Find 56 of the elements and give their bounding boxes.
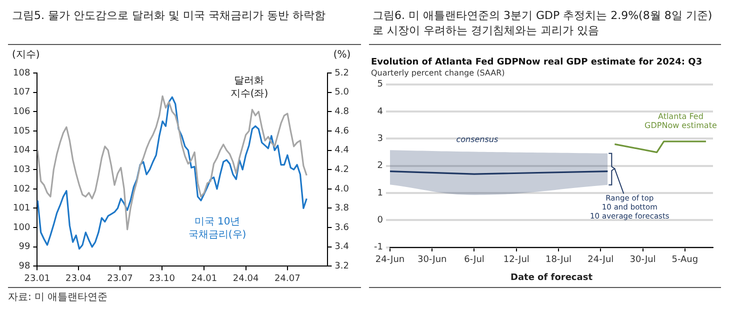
y-tick-label: 105	[12, 126, 30, 136]
y-tick-label: 1	[376, 188, 382, 198]
y-tick-label: -1	[373, 242, 382, 253]
y2-axis-title: (%)	[333, 50, 351, 61]
x-tick-label: 24.07	[274, 274, 300, 284]
y2-tick-label: 5.0	[334, 88, 350, 98]
y2-tick-label: 5.2	[334, 68, 350, 78]
x-tick-label: 5-Aug	[671, 255, 698, 266]
y2-tick-label: 4.6	[334, 126, 350, 136]
y-tick-label: 107	[12, 88, 30, 98]
x-tick-label: 24.04	[232, 274, 259, 284]
y2-tick-label: 3.8	[334, 204, 350, 214]
y2-tick-label: 4.0	[334, 184, 350, 194]
y-tick-label: 0	[376, 216, 383, 226]
x-tick-label: 30-Jul	[629, 255, 656, 266]
y-axis-title: (지수)	[12, 50, 40, 61]
text: 미국 10년 국채금리(우)	[188, 216, 246, 240]
y2-tick-label: 3.2	[334, 262, 350, 272]
y-tick-label: 4	[376, 106, 383, 117]
y2-tick-label: 3.6	[334, 222, 350, 233]
x-tick-label: 23.10	[149, 274, 176, 284]
y2-tick-label: 4.4	[334, 146, 350, 156]
x-tick-label: 23.01	[24, 274, 50, 284]
y-tick-label: 102	[12, 184, 30, 194]
x-tick-label: 12-Jul	[502, 255, 529, 266]
x-tick-label: 24-Jun	[374, 255, 404, 266]
y2-tick-label: 3.4	[334, 242, 350, 252]
chart-title: 그림6. 미 애틀랜타연준의 3분기 GDP 추정치는 2.9%(8월 8일 기준)로 시장이 우려하는 경기침체와는 괴리가 있음	[368, 8, 721, 45]
y-tick-label: 2	[376, 161, 382, 172]
chart-subtitle: Evolution of Atlanta Fed GDPNow real GDP estimate for 2024: Q3	[370, 58, 702, 68]
y-tick-label: 100	[12, 222, 30, 233]
x-axis-title: Date of forecast	[510, 272, 593, 283]
y2-tick-label: 4.8	[334, 106, 350, 117]
text: Quarterly percent change (SAAR)	[370, 68, 504, 78]
chart-title: 그림5. 물가 안도감으로 달러화 및 미국 국채금리가 동반 하락함	[8, 8, 360, 45]
y-tick-label: 104	[12, 146, 30, 156]
x-tick-label: 30-Jun	[416, 255, 446, 266]
y2-tick-label: 4.2	[334, 164, 350, 175]
x-tick-label: 24.01	[191, 274, 218, 284]
y-tick-label: 103	[12, 164, 30, 175]
y-tick-label: 3	[376, 134, 382, 144]
x-tick-label: 18-Jul	[544, 255, 572, 266]
y-tick-label: 106	[12, 106, 30, 117]
x-tick-label: 23.07	[107, 274, 133, 284]
text: consensus	[456, 134, 498, 144]
x-tick-label: 6-Jul	[464, 255, 484, 266]
x-tick-label: 23.04	[65, 274, 92, 284]
y-tick-label: 108	[12, 68, 30, 78]
y-tick-label: 99	[18, 242, 30, 252]
y-tick-label: 101	[12, 204, 30, 214]
y-tick-label: 5	[376, 80, 382, 90]
y-tick-label: 98	[18, 262, 30, 272]
series-label: Atlanta Fed GDPNow estimate	[644, 112, 716, 130]
x-tick-label: 24-Jul	[587, 255, 614, 266]
series-label: 달러화 지수(좌)	[230, 75, 268, 100]
text: 자료: 미 애틀랜타연준	[8, 287, 360, 304]
